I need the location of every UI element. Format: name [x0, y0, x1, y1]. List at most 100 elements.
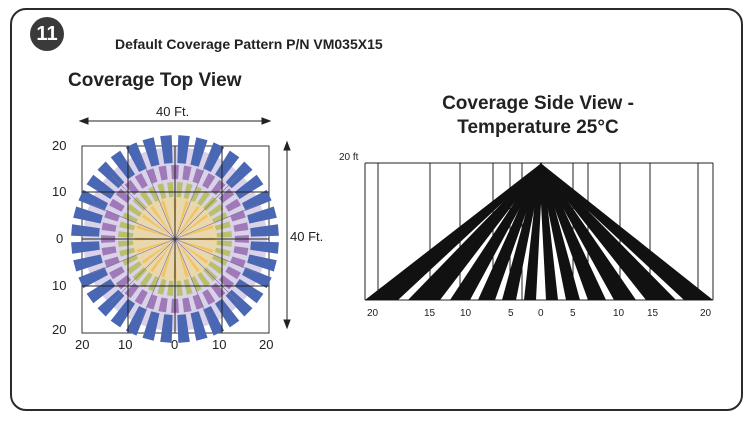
inner-zone-segment [148, 186, 160, 202]
detection-beam [539, 165, 676, 300]
core-zone-ray [161, 246, 173, 278]
inner-zone-segment [216, 240, 232, 247]
outer-zone-segment [250, 241, 279, 254]
mid-zone-segment [225, 198, 241, 212]
mid-zone-segment [192, 294, 204, 310]
top-y-label: 20 [52, 138, 67, 153]
side-view-title-line1: Coverage Side View - [442, 93, 634, 114]
outer-zone-segment [247, 206, 277, 224]
top-x-label: 10 [212, 337, 227, 352]
outer-zone-segment [71, 241, 100, 254]
core-zone-ray [141, 214, 169, 235]
side-height-label: 20 ft [339, 152, 359, 163]
coverage-radial-line [111, 175, 176, 240]
outer-zone-segment [234, 279, 264, 304]
coverage-radial-line [140, 238, 176, 323]
detection-beam [539, 165, 580, 300]
outer-zone-segment [73, 254, 103, 272]
detection-beam [524, 165, 543, 300]
outer-zone-segment [242, 189, 272, 211]
inner-zone-segment [176, 182, 183, 198]
detection-beam [450, 165, 543, 300]
mid-zone-segment [182, 165, 192, 181]
core-zone-ray [179, 205, 200, 233]
side-view-title-line2: Temperature 25°C [457, 117, 619, 138]
outer-zone-segment [190, 137, 208, 167]
top-y-label: 10 [52, 184, 67, 199]
side-view-title: Coverage Side View - Temperature 25°C [388, 92, 688, 140]
inner-zone-segment [183, 183, 193, 200]
outer-zone-segment [203, 142, 225, 172]
inner-zone-segment [183, 278, 193, 295]
detection-beam [539, 165, 558, 300]
outer-zone-segment [86, 174, 116, 199]
mid-zone-segment [192, 168, 204, 184]
top-x-label: 0 [171, 337, 179, 352]
inner-zone-segment [157, 183, 167, 200]
outer-zone-segment [110, 298, 135, 328]
outer-zone-segment [203, 306, 225, 336]
side-x-label: 10 [613, 308, 625, 319]
inner-zone-segment [176, 280, 183, 296]
detection-beam [502, 165, 543, 300]
detection-beam [408, 165, 543, 300]
step-number-badge: 11 [30, 17, 64, 51]
inner-zone-segment [214, 247, 231, 257]
coverage-radial-line [91, 238, 176, 274]
detection-beam [539, 165, 713, 300]
core-zone-ray [150, 205, 171, 233]
top-width-label: 40 Ft. [156, 104, 190, 119]
mid-zone-segment [233, 222, 249, 232]
outer-zone-segment [215, 150, 240, 180]
inner-zone-segment [190, 276, 202, 292]
inner-zone-segment [190, 186, 202, 202]
core-zone-ray [182, 241, 214, 253]
outer-zone-segment [125, 306, 147, 336]
core-zone-ray [179, 245, 200, 273]
core-zone-ray [136, 225, 168, 237]
side-x-label: 15 [424, 308, 436, 319]
side-x-label: 15 [647, 308, 659, 319]
core-zone-ray [182, 225, 214, 237]
height-dimension-arrow [283, 140, 291, 330]
outer-zone-segment [142, 311, 160, 341]
outer-zone-segment [142, 137, 160, 167]
outer-zone-segment [78, 267, 108, 289]
mid-zone-segment [182, 297, 192, 313]
coverage-radial-line [91, 204, 176, 240]
top-x-label: 20 [259, 337, 274, 352]
detection-beam [539, 165, 636, 300]
outer-zone-segment [247, 254, 277, 272]
top-view-title: Coverage Top View [68, 70, 242, 91]
inner-zone-segment [139, 272, 153, 288]
inner-zone-segment [118, 231, 134, 238]
inner-zone-segment [216, 231, 232, 238]
mid-zone-segment [230, 210, 246, 222]
side-x-label: 10 [460, 308, 472, 319]
inner-zone-segment [212, 254, 228, 266]
inner-zone-segment [126, 261, 142, 275]
detection-beam [365, 165, 543, 300]
inner-zone-segment [139, 190, 153, 206]
mid-zone-segment [109, 198, 125, 212]
inner-zone-segment [119, 221, 136, 231]
mid-zone-segment [158, 165, 168, 181]
outer-zone-segment [215, 298, 240, 328]
inner-zone-segment [126, 203, 142, 217]
inner-zone-segment [197, 190, 211, 206]
mid-zone-segment [202, 173, 216, 189]
outer-zone-segment [242, 267, 272, 289]
mid-zone-segment [134, 173, 148, 189]
outer-zone-segment [177, 314, 190, 343]
coverage-radial-line [174, 238, 259, 274]
inner-zone-segment [212, 212, 228, 224]
core-zone-ray [181, 243, 209, 264]
outer-zone-segment [160, 314, 173, 343]
coverage-radial-line [174, 238, 210, 323]
coverage-radial-line [174, 204, 259, 240]
core-zone-ray [141, 243, 169, 264]
outer-zone-segment [234, 174, 264, 199]
mid-zone-segment [233, 246, 249, 256]
inner-zone-segment [214, 221, 231, 231]
core-zone-ray [181, 214, 209, 235]
